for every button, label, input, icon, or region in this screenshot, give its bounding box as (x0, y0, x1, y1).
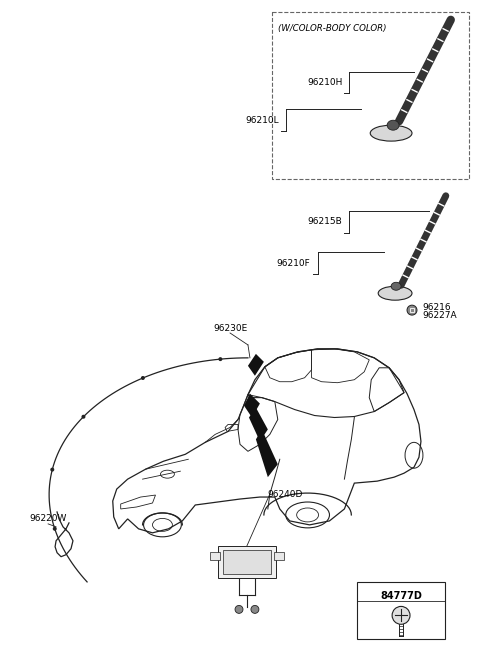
Ellipse shape (391, 282, 401, 290)
Text: 96210F: 96210F (277, 259, 311, 268)
Bar (272, 12, 468, 179)
Bar (274, 552, 284, 560)
Circle shape (251, 605, 259, 613)
Ellipse shape (387, 120, 399, 130)
Polygon shape (248, 354, 264, 376)
Ellipse shape (370, 125, 412, 141)
Text: 96240D: 96240D (267, 489, 302, 499)
Circle shape (50, 467, 54, 471)
Text: 96210L: 96210L (245, 116, 279, 125)
Bar (210, 552, 220, 560)
Text: (W/COLOR-BODY COLOR): (W/COLOR-BODY COLOR) (278, 24, 386, 33)
Polygon shape (256, 430, 278, 477)
Bar (223, 550, 271, 574)
Bar (357, 582, 445, 639)
Polygon shape (249, 408, 268, 442)
Circle shape (82, 415, 85, 419)
Ellipse shape (378, 286, 412, 300)
Text: 96216: 96216 (422, 303, 451, 312)
Circle shape (392, 606, 410, 624)
Text: 84777D: 84777D (380, 591, 422, 601)
Circle shape (235, 605, 243, 613)
Circle shape (141, 376, 145, 380)
Text: 96227A: 96227A (422, 311, 456, 320)
Bar (218, 546, 276, 578)
Text: 96230E: 96230E (213, 324, 247, 332)
Text: 96220W: 96220W (29, 515, 67, 523)
Polygon shape (244, 394, 260, 418)
Text: 96215B: 96215B (308, 217, 342, 226)
Circle shape (218, 357, 222, 361)
Circle shape (407, 305, 417, 315)
Text: 96210H: 96210H (307, 78, 342, 87)
Circle shape (53, 527, 57, 531)
Bar (410, 308, 414, 312)
